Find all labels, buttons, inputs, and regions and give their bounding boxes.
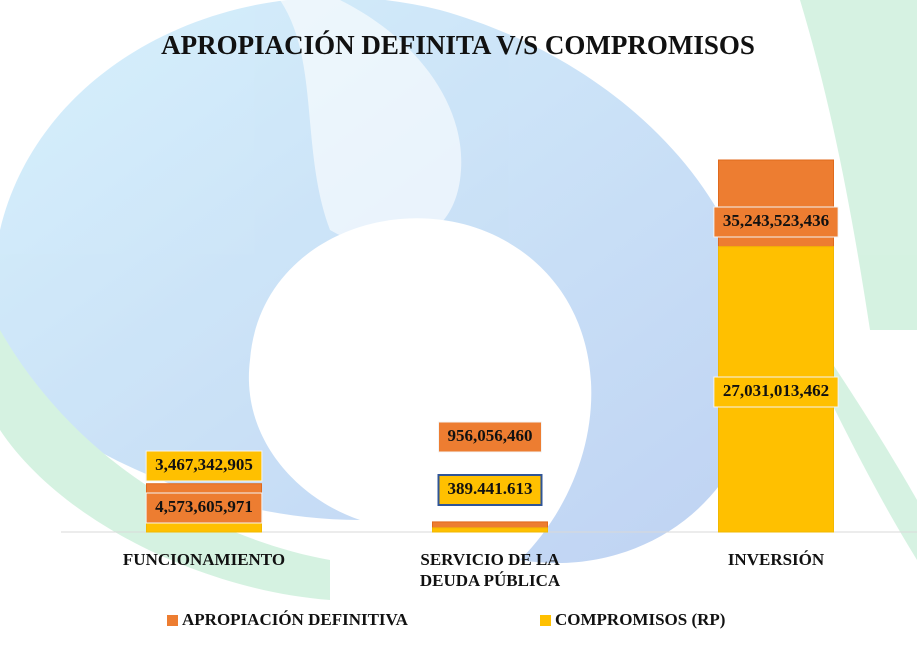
- data-label: 956,056,460: [439, 422, 542, 452]
- legend-label: APROPIACIÓN DEFINITIVA: [182, 610, 409, 629]
- bar: [433, 528, 548, 532]
- data-label-text: 389.441.613: [448, 479, 533, 498]
- legend-swatch: [540, 615, 551, 626]
- data-label: 4,573,605,971: [146, 493, 262, 523]
- chart-title: APROPIACIÓN DEFINITA V/S COMPROMISOS: [161, 30, 755, 60]
- chart-container: APROPIACIÓN DEFINITA V/S COMPROMISOS 4,5…: [0, 0, 917, 648]
- data-label: 3,467,342,905: [146, 451, 262, 481]
- data-label-text: 35,243,523,436: [723, 211, 829, 230]
- data-label-text: 3,467,342,905: [155, 455, 253, 474]
- data-label: 27,031,013,462: [714, 377, 838, 407]
- data-label: 35,243,523,436: [714, 207, 838, 237]
- data-label-text: 4,573,605,971: [155, 497, 253, 516]
- x-tick-label: INVERSIÓN: [656, 549, 896, 570]
- legend-swatch: [167, 615, 178, 626]
- data-label-text: 27,031,013,462: [723, 381, 829, 400]
- data-label-text: 956,056,460: [448, 426, 533, 445]
- legend-label: COMPROMISOS (RP): [555, 610, 725, 629]
- data-label: 389.441.613: [439, 475, 542, 505]
- x-tick-label: SERVICIO DE LA DEUDA PÚBLICA: [395, 549, 585, 591]
- x-tick-label: FUNCIONAMIENTO: [84, 549, 324, 570]
